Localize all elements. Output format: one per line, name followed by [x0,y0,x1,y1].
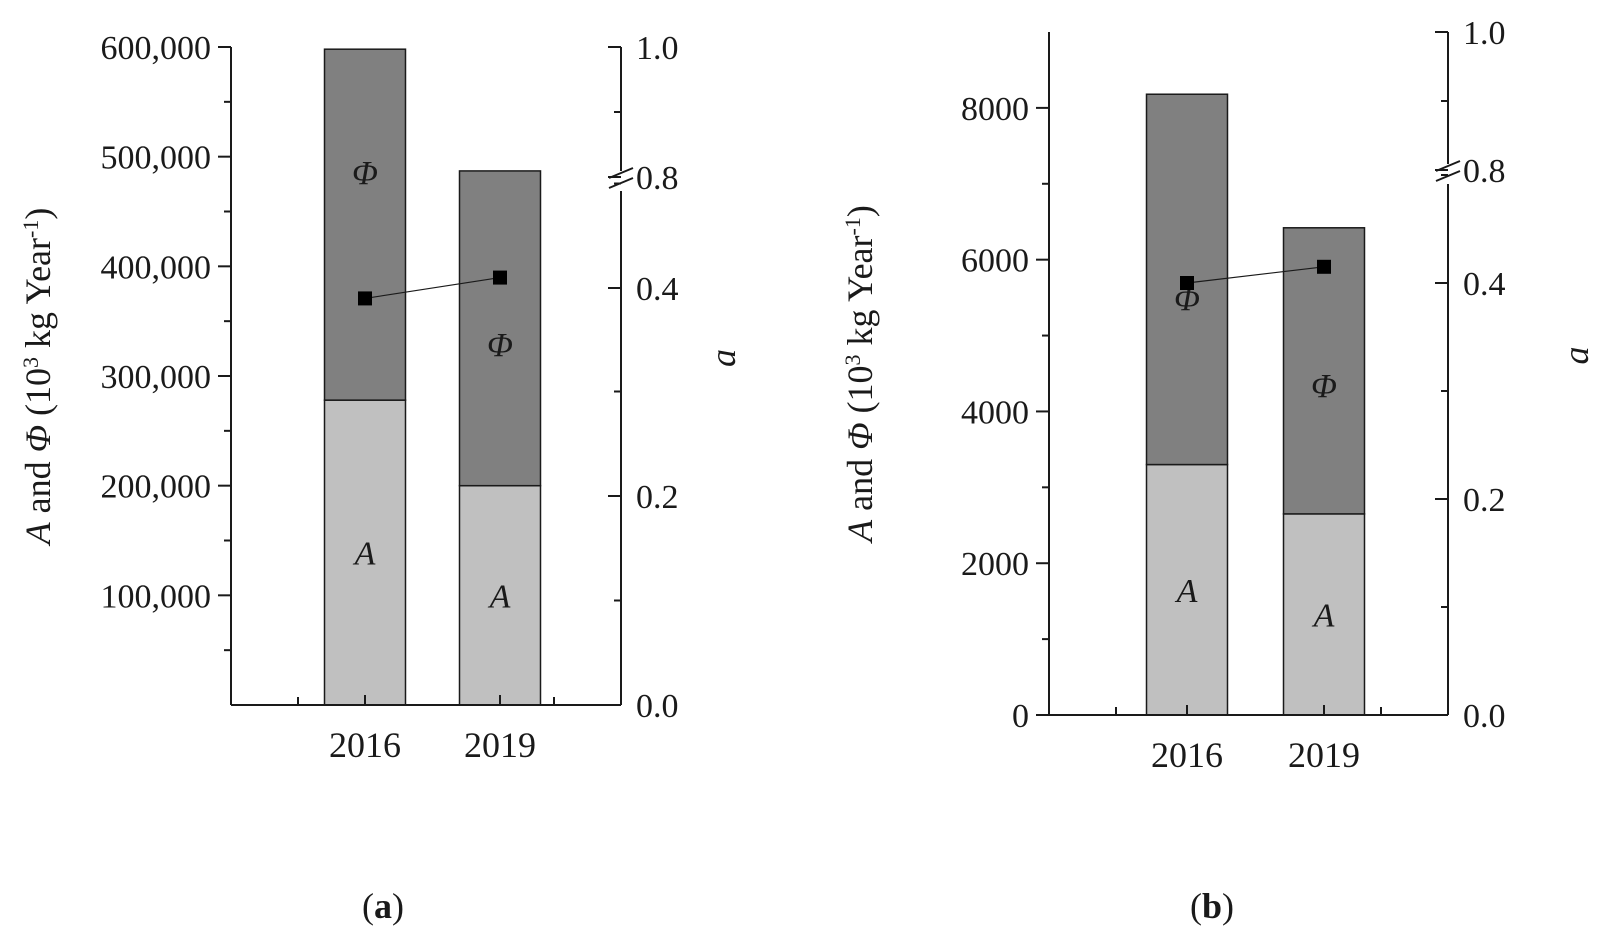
y-tick-label-4000: 4000 [961,394,1029,431]
panel-label-close: ) [1222,886,1234,926]
y2-axis-label: a [1556,347,1596,365]
y-axis-label-exp: 3 [18,357,43,368]
ratio-marker-2016 [1180,276,1194,290]
y2-axis-label: a [703,349,743,367]
segment-label-phi-2019: Φ [487,327,513,364]
y-tick-label-300000: 300,000 [101,359,212,396]
y-axis-label-a: A [840,519,880,544]
y-axis-label-phi: Φ [840,422,880,449]
panel-label-open: ( [1190,886,1202,926]
y-tick-label-600000: 600,000 [101,30,212,67]
y-axis-label-phi: Φ [18,425,58,452]
y2-tick-label-0: 0.0 [1463,698,1506,735]
bar-a-2016 [323,399,407,706]
y-axis-label-and: and [840,450,880,520]
bar-phi-2019 [1282,227,1366,515]
y2-tick-label-0.2: 0.2 [1463,482,1506,519]
segment-label-phi-2016: Φ [352,155,378,192]
y-tick-label-0: 0 [1012,698,1029,735]
panel-label-letter: b [1202,886,1222,926]
segment-label-a-2016: A [353,536,376,573]
chart-panel-a: A Φ 2016 A Φ 2019 100,000 200,000 300,000 400,000… [18,30,744,926]
y-axis-label-and: and [18,452,58,522]
ratio-marker-2019 [1317,259,1331,274]
segment-label-a-2019: A [1312,597,1335,634]
y-axis-label-unit: (10 [840,365,880,422]
y-tick-label-8000: 8000 [961,91,1029,128]
y-axis-label-exp: 3 [840,354,865,365]
bar-a-2019 [458,484,542,706]
y-tick-label-100000: 100,000 [101,578,212,615]
panel-label: (a) [362,886,404,926]
y2-tick-label-1: 1.0 [1463,15,1506,52]
ratio-marker-2019 [493,270,507,285]
y-tick-label-2000: 2000 [961,546,1029,583]
segment-label-a-2019: A [488,578,511,615]
y2-tick-label-0.2: 0.2 [636,479,679,516]
y-axis-label: A and Φ (103 kg Year-1) [840,205,881,544]
bar-phi-2019 [458,170,542,487]
y-axis-label-exp2: -1 [18,220,43,238]
y2-tick-label-0.8: 0.8 [1463,153,1506,190]
y-axis-label-exp2: -1 [840,217,865,235]
x-tick-label-2016: 2016 [329,725,401,765]
panel-label-letter: a [374,886,392,926]
bar-a-2019 [1282,513,1366,716]
y2-tick-label-0.4: 0.4 [636,271,679,308]
x-tick-label-2016: 2016 [1151,735,1223,775]
y-tick-label-500000: 500,000 [101,140,212,177]
y-axis-label-unit2: kg Year [840,235,880,354]
segment-label-a-2016: A [1175,573,1198,610]
panel-label-open: ( [362,886,374,926]
segment-label-phi-2019: Φ [1311,368,1337,405]
panel-label: (b) [1190,886,1234,926]
y2-tick-label-1: 1.0 [636,30,679,67]
y-axis-label-unit: (10 [18,368,58,425]
x-tick-label-2019: 2019 [464,725,536,765]
y-axis-label: A and Φ (103 kg Year-1) [18,208,59,547]
y-axis-label-close: ) [18,208,58,220]
ratio-line [364,276,501,300]
y-tick-label-400000: 400,000 [101,249,212,286]
bar-a-2016 [1145,463,1229,716]
y2-tick-label-0.8: 0.8 [636,160,679,197]
y-tick-label-6000: 6000 [961,243,1029,280]
y2-tick-label-0.4: 0.4 [1463,266,1506,303]
bar-phi-2016 [323,48,407,401]
y-tick-label-200000: 200,000 [101,469,212,506]
ratio-marker-2016 [358,291,372,306]
y-axis-label-close: ) [840,205,880,217]
chart-panel-b: A Φ 2016 A Φ 2019 0 2000 4000 6000 8000 0.0 0.2 0.4 0.… [840,15,1597,926]
y-axis-label-unit2: kg Year [18,238,58,357]
y2-tick-label-0: 0.0 [636,688,679,725]
panel-label-close: ) [392,886,404,926]
ratio-line [1186,266,1325,284]
x-tick-label-2019: 2019 [1288,735,1360,775]
y-axis-label-a: A [18,521,58,546]
